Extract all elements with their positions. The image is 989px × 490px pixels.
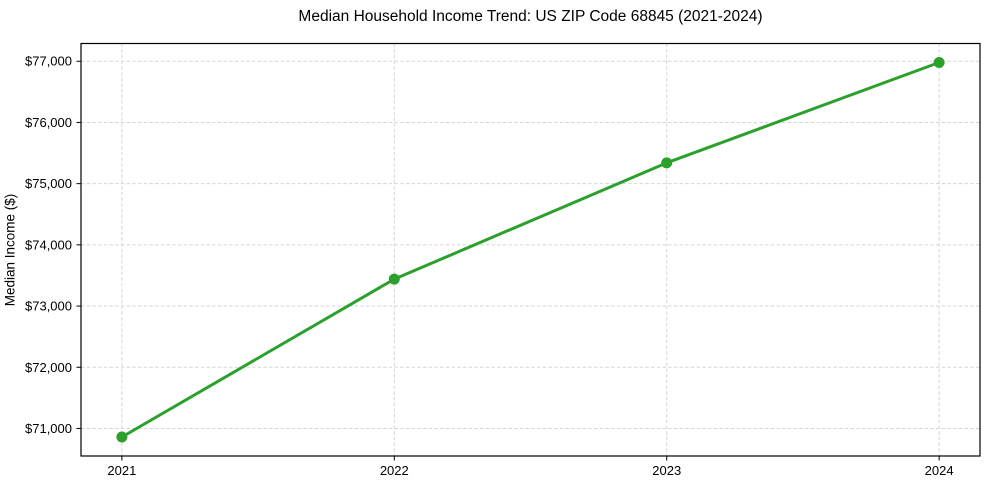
y-tick-label: $74,000 — [25, 237, 72, 252]
y-tick-label: $75,000 — [25, 176, 72, 191]
data-point-marker — [933, 56, 945, 68]
data-point-marker — [661, 157, 673, 169]
plot-border — [80, 42, 981, 457]
y-tick-label: $77,000 — [25, 54, 72, 69]
y-tick-label: $71,000 — [25, 421, 72, 436]
x-tick-label: 2024 — [925, 463, 954, 478]
y-tick-label: $73,000 — [25, 299, 72, 314]
x-tick-label: 2023 — [652, 463, 681, 478]
data-point-marker — [116, 431, 128, 443]
x-tick-label: 2022 — [380, 463, 409, 478]
y-tick-label: $72,000 — [25, 360, 72, 375]
data-point-marker — [388, 273, 400, 285]
trend-line — [120, 60, 941, 439]
y-tick-label: $76,000 — [25, 115, 72, 130]
x-tick-label: 2021 — [107, 463, 136, 478]
chart-title: Median Household Income Trend: US ZIP Co… — [298, 8, 763, 25]
